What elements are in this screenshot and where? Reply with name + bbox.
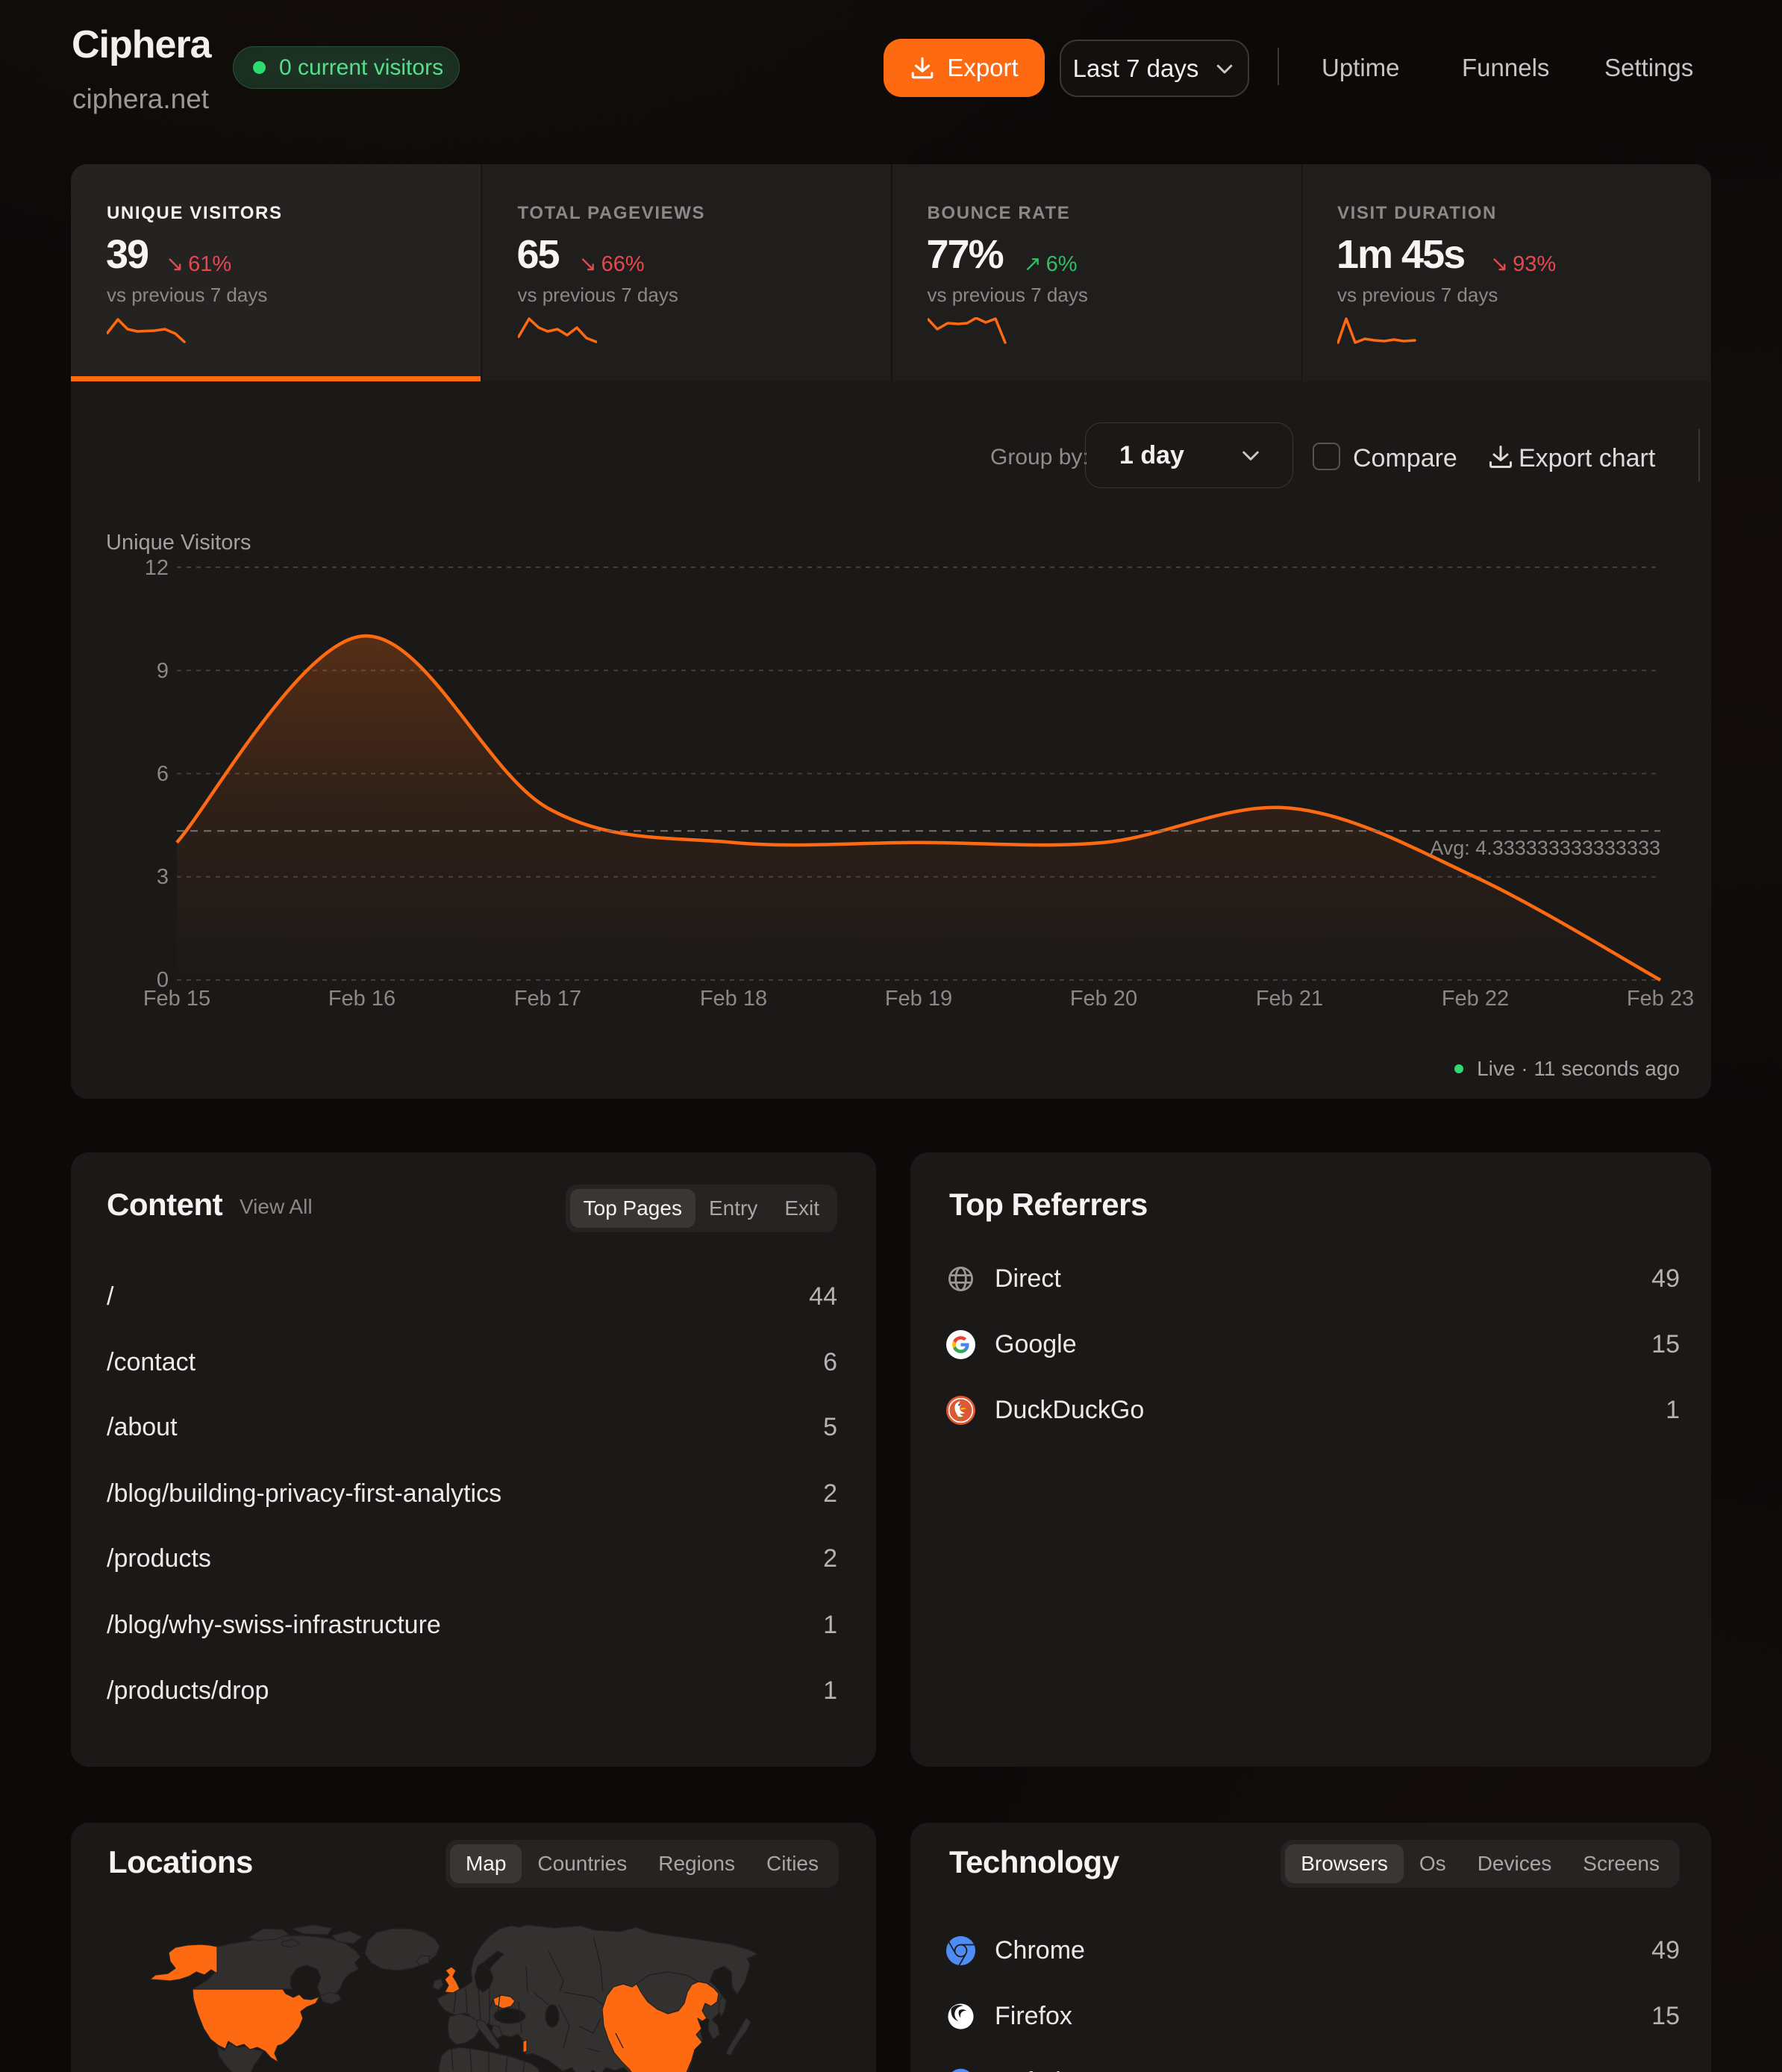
svg-text:3: 3 [157,865,169,889]
svg-text:0: 0 [157,968,169,992]
svg-text:Avg: 4.333333333333333: Avg: 4.333333333333333 [1430,837,1660,859]
svg-text:9: 9 [157,659,169,683]
svg-text:6: 6 [157,762,169,786]
svg-text:Feb 15: Feb 15 [143,987,210,1011]
svg-text:Feb 19: Feb 19 [885,987,952,1011]
svg-text:Feb 22: Feb 22 [1442,987,1509,1011]
svg-text:Feb 18: Feb 18 [700,987,767,1011]
svg-text:12: 12 [145,556,169,580]
svg-text:Feb 23: Feb 23 [1627,987,1694,1011]
svg-text:Feb 20: Feb 20 [1070,987,1137,1011]
svg-text:Feb 17: Feb 17 [514,987,581,1011]
svg-text:Unique Visitors: Unique Visitors [106,531,251,555]
svg-text:Feb 21: Feb 21 [1256,987,1323,1011]
svg-text:Feb 16: Feb 16 [328,987,396,1011]
